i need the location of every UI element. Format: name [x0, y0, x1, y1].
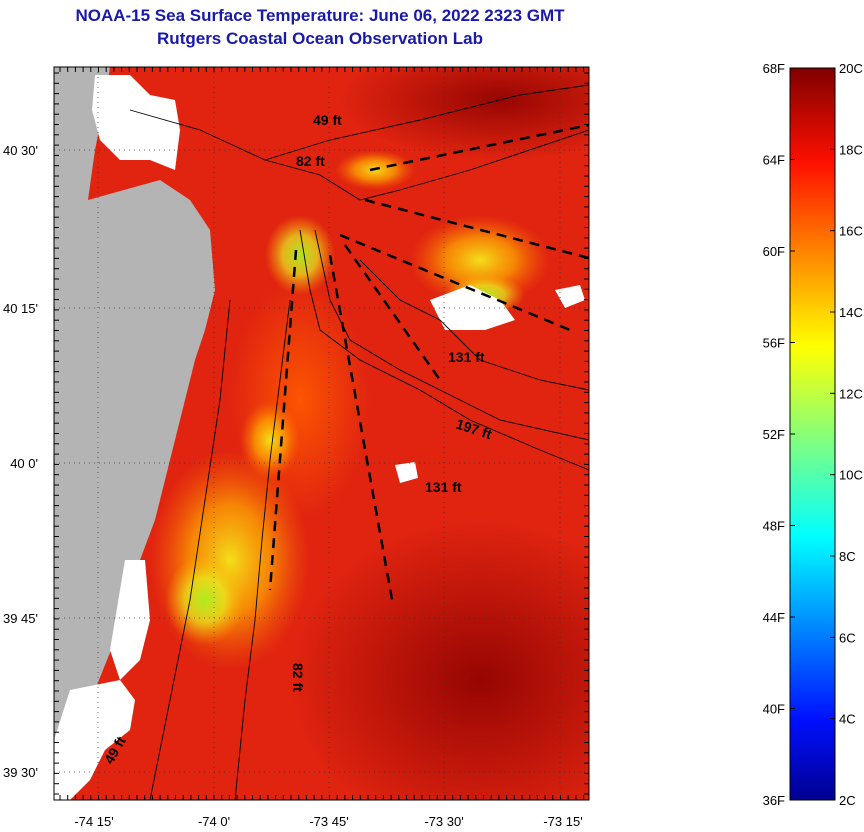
- contour-49ft-north: [129, 84, 589, 161]
- colorbar-fahrenheit-labels: 68F 64F 60F 56F 52F 48F 44F 40F 36F: [763, 61, 795, 808]
- contour-offshore: [359, 259, 589, 391]
- warm-offshore-region: [290, 520, 589, 800]
- colorbar-celsius-label: 4C: [839, 712, 856, 727]
- colorbar-celsius-label: 6C: [839, 630, 856, 645]
- colorbar-celsius-label: 14C: [839, 305, 863, 320]
- x-tick-label: -73 30': [424, 814, 463, 829]
- land-new-jersey: [54, 67, 215, 800]
- transect-ese: [339, 233, 571, 332]
- contour-49ft-south: [149, 299, 231, 800]
- colorbar: 68F 64F 60F 56F 52F 48F 44F 40F 36F 20C 18C 16C 14C…: [763, 61, 863, 808]
- yellow-patch-mid: [240, 400, 300, 480]
- colorbar-celsius-label: 8C: [839, 549, 856, 564]
- x-tick-label: -73 15': [543, 814, 582, 829]
- colorbar-celsius-labels: 20C 18C 16C 14C 12C 10C 8C 6C 4C 2C: [830, 61, 863, 808]
- x-axis: -74 15' -74 0' -73 45' -73 30' -73 15': [74, 814, 582, 829]
- colorbar-gradient: [789, 67, 836, 801]
- contour-82ft-north: [264, 129, 589, 201]
- colorbar-fahrenheit-label: 36F: [763, 793, 785, 808]
- y-tick-label: 39 30': [3, 765, 38, 780]
- green-patch-north: [265, 215, 335, 295]
- depth-label: 131 ft: [425, 479, 462, 495]
- y-tick-label: 39 45': [3, 611, 38, 626]
- colorbar-celsius-label: 18C: [839, 142, 863, 157]
- x-tick-label: -74 15': [74, 814, 113, 829]
- transect-se: [343, 244, 442, 381]
- map-panel: 49 ft 82 ft 131 ft 197 ft 131 ft 82 ft 4…: [54, 67, 589, 800]
- map-title: NOAA-15 Sea Surface Temperature: June 06…: [75, 6, 565, 25]
- colorbar-fahrenheit-label: 68F: [763, 61, 785, 76]
- yellow-nearshore-patch: [150, 450, 310, 670]
- cloud-mask-east: [430, 285, 515, 330]
- cloud-mask-north: [92, 75, 180, 170]
- transect-e: [364, 198, 589, 260]
- colorbar-celsius-label: 2C: [839, 793, 856, 808]
- depth-label: 131 ft: [448, 349, 485, 365]
- transect-s: [328, 254, 395, 606]
- colorbar-fahrenheit-label: 44F: [763, 610, 785, 625]
- green-nearshore-patch: [165, 555, 245, 645]
- bathymetry-contours: [129, 84, 589, 800]
- cloud-mask-small: [395, 462, 418, 483]
- transect-ssw: [268, 249, 298, 591]
- map-subtitle: Rutgers Coastal Ocean Observation Lab: [157, 29, 483, 48]
- colorbar-fahrenheit-label: 48F: [763, 519, 785, 534]
- transect-ne: [369, 123, 589, 172]
- cloud-mask-south: [54, 680, 135, 800]
- contour-82ft-south: [234, 299, 291, 800]
- x-tick-label: -74 0': [198, 814, 230, 829]
- depth-label: 49 ft: [313, 112, 342, 128]
- depth-label: 82 ft: [296, 153, 325, 169]
- x-tick-label: -73 45': [309, 814, 348, 829]
- y-axis: 40 30' 40 15' 40 0' 39 45' 39 30': [3, 143, 38, 780]
- colorbar-fahrenheit-label: 60F: [763, 244, 785, 259]
- colorbar-fahrenheit-label: 52F: [763, 427, 785, 442]
- lat-lon-grid: [54, 67, 589, 800]
- colorbar-celsius-label: 16C: [839, 224, 863, 239]
- y-tick-label: 40 15': [3, 301, 38, 316]
- colorbar-celsius-label: 20C: [839, 61, 863, 76]
- contour-131ft: [299, 229, 589, 471]
- colorbar-fahrenheit-label: 64F: [763, 153, 785, 168]
- depth-label: 82 ft: [290, 663, 306, 692]
- y-tick-label: 40 0': [10, 456, 38, 471]
- cloud-mask-east-edge: [555, 285, 585, 308]
- colorbar-fahrenheit-label: 40F: [763, 702, 785, 717]
- colorbar-celsius-label: 10C: [839, 468, 863, 483]
- contour-197ft: [314, 229, 589, 441]
- dashed-transect-lines: [268, 123, 589, 606]
- y-tick-label: 40 30': [3, 143, 38, 158]
- colorbar-fahrenheit-label: 56F: [763, 336, 785, 351]
- axis-ticks: [54, 67, 589, 800]
- colorbar-celsius-label: 12C: [839, 386, 863, 401]
- cloud-mask-barrier: [110, 560, 150, 680]
